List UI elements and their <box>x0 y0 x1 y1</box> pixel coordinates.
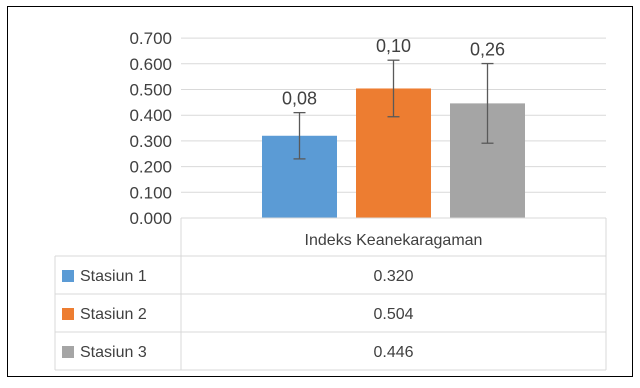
table-value: 0.446 <box>373 344 413 361</box>
legend-label: Stasiun 1 <box>80 268 147 285</box>
y-tick-label: 0.600 <box>129 55 172 74</box>
data-label: 0,26 <box>470 40 505 60</box>
chart-border <box>7 6 633 377</box>
y-tick-label: 0.200 <box>129 158 172 177</box>
y-tick-label: 0.100 <box>129 183 172 202</box>
legend-key <box>62 346 74 358</box>
legend-label: Stasiun 3 <box>80 344 147 361</box>
y-tick-label: 0.400 <box>129 106 172 125</box>
category-label: Indeks Keanekaragaman <box>305 232 483 249</box>
legend-label: Stasiun 2 <box>80 306 147 323</box>
table-value: 0.320 <box>373 268 413 285</box>
y-tick-label: 0.300 <box>129 132 172 151</box>
legend-key <box>62 308 74 320</box>
data-label: 0,10 <box>376 36 411 56</box>
y-tick-label: 0.700 <box>129 29 172 48</box>
data-label: 0,08 <box>282 89 317 109</box>
legend-key <box>62 270 74 282</box>
table-value: 0.504 <box>373 306 413 323</box>
y-tick-label: 0.000 <box>129 209 172 228</box>
y-tick-label: 0.500 <box>129 81 172 100</box>
